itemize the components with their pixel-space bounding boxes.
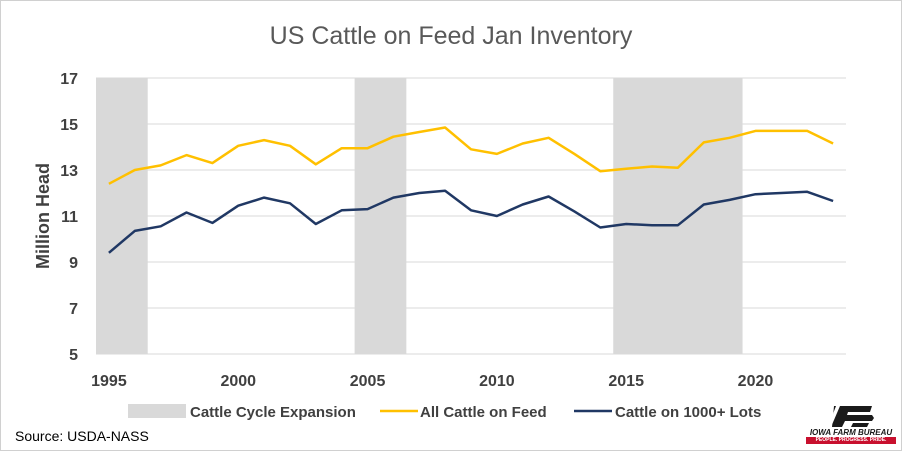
legend-label-expansion: Cattle Cycle Expansion bbox=[190, 404, 356, 421]
y-tick-label-7: 7 bbox=[69, 301, 78, 318]
farm-bureau-logo-icon bbox=[828, 406, 874, 427]
x-tick-label-2000: 2000 bbox=[220, 373, 256, 390]
chart-title: US Cattle on Feed Jan Inventory bbox=[270, 22, 633, 50]
source-note: Source: USDA-NASS bbox=[15, 428, 149, 444]
x-tick-label-2010: 2010 bbox=[479, 373, 515, 390]
y-tick-label-13: 13 bbox=[60, 163, 78, 180]
series-lines bbox=[108, 126, 834, 254]
legend: Cattle Cycle Expansion All Cattle on Fee… bbox=[128, 404, 761, 421]
y-tick-label-15: 15 bbox=[60, 117, 78, 134]
series-line-1 bbox=[108, 126, 834, 185]
logo-wordmark: IOWA FARM BUREAU bbox=[809, 428, 893, 437]
logo-tagline: PEOPLE. PROGRESS. PRIDE. bbox=[806, 437, 896, 444]
x-tick-label-1995: 1995 bbox=[91, 373, 127, 390]
y-axis-label: Million Head bbox=[33, 163, 53, 269]
series-line-2 bbox=[108, 189, 834, 254]
legend-label-all-cattle: All Cattle on Feed bbox=[420, 404, 547, 421]
tick-labels: 5 7 9 11 13 15 17 1995 2000 2005 2010 2015 2020 bbox=[60, 71, 773, 390]
x-tick-label-2020: 2020 bbox=[738, 373, 774, 390]
y-tick-label-17: 17 bbox=[60, 71, 78, 88]
y-tick-label-11: 11 bbox=[61, 209, 78, 226]
legend-label-1000-lots: Cattle on 1000+ Lots bbox=[615, 404, 761, 421]
y-tick-label-9: 9 bbox=[69, 255, 78, 272]
x-tick-label-2005: 2005 bbox=[350, 373, 386, 390]
legend-swatch-expansion bbox=[128, 404, 186, 418]
x-tick-label-2015: 2015 bbox=[608, 373, 644, 390]
iowa-farm-bureau-logo: IOWA FARM BUREAU PEOPLE. PROGRESS. PRIDE… bbox=[806, 404, 896, 448]
y-tick-label-5: 5 bbox=[69, 347, 78, 364]
